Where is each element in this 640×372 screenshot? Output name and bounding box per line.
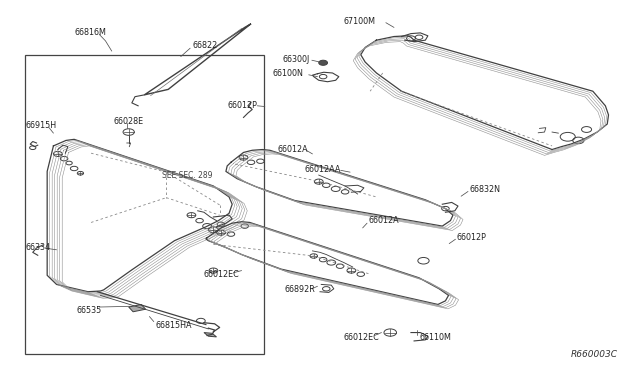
Polygon shape <box>129 304 146 312</box>
Text: 66028E: 66028E <box>113 116 143 126</box>
Text: 67100M: 67100M <box>344 17 376 26</box>
Text: 66334: 66334 <box>25 244 50 253</box>
Text: 66012A: 66012A <box>369 216 399 225</box>
Text: 66915H: 66915H <box>25 121 56 130</box>
Text: R660003C: R660003C <box>571 350 618 359</box>
Bar <box>25 55 264 354</box>
Polygon shape <box>204 333 216 337</box>
Text: 66110M: 66110M <box>419 333 451 342</box>
Text: 66832N: 66832N <box>469 185 500 194</box>
Text: 66816M: 66816M <box>74 28 106 37</box>
Text: 66100N: 66100N <box>273 69 304 78</box>
Text: 66892R: 66892R <box>284 285 315 294</box>
Text: 66300J: 66300J <box>282 55 310 64</box>
Circle shape <box>319 60 328 65</box>
Text: 66012A: 66012A <box>277 145 308 154</box>
Text: 66012P: 66012P <box>457 232 486 241</box>
Text: 66012EC: 66012EC <box>204 270 240 279</box>
Text: 66012EC: 66012EC <box>344 333 380 342</box>
Text: 66535: 66535 <box>77 306 102 315</box>
Text: SEE SEC. 289: SEE SEC. 289 <box>162 171 212 180</box>
Text: 66012P: 66012P <box>227 100 257 110</box>
Text: 66815HA: 66815HA <box>156 321 192 330</box>
Text: 66822: 66822 <box>192 41 218 50</box>
Text: 66012AA: 66012AA <box>305 165 341 174</box>
